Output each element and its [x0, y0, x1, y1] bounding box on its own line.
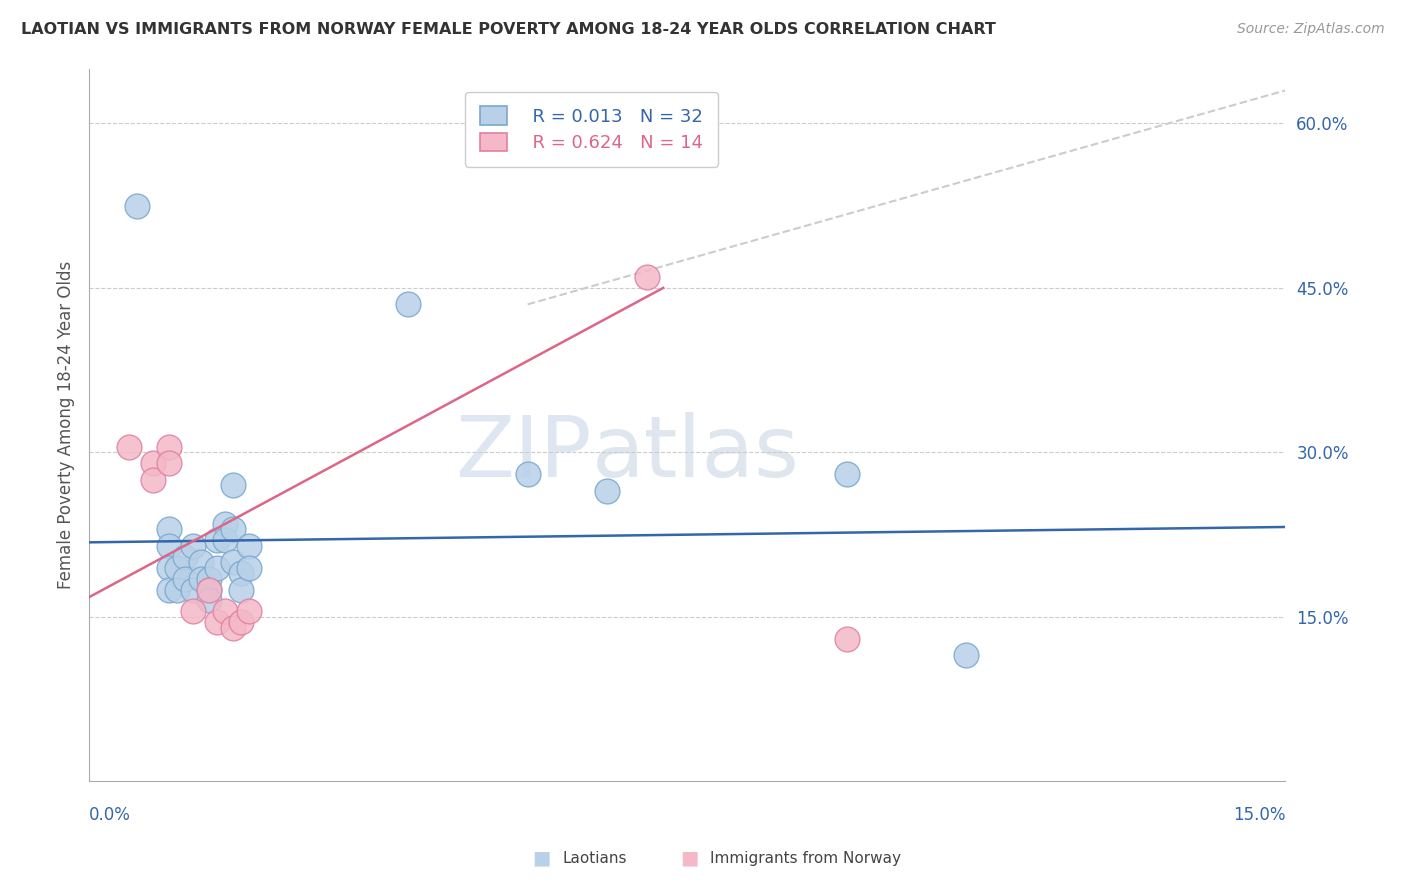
Point — [955, 648, 977, 663]
Point — [157, 456, 180, 470]
Y-axis label: Female Poverty Among 18-24 Year Olds: Female Poverty Among 18-24 Year Olds — [58, 260, 75, 589]
Point — [157, 560, 180, 574]
Point — [229, 615, 252, 630]
Point — [205, 533, 228, 548]
Point — [221, 621, 243, 635]
Point — [238, 539, 260, 553]
Legend:   R = 0.013   N = 32,   R = 0.624   N = 14: R = 0.013 N = 32, R = 0.624 N = 14 — [465, 92, 717, 167]
Text: Source: ZipAtlas.com: Source: ZipAtlas.com — [1237, 22, 1385, 37]
Text: 0.0%: 0.0% — [89, 806, 131, 824]
Point — [142, 456, 165, 470]
Point — [214, 533, 236, 548]
Point — [190, 572, 212, 586]
Point — [157, 440, 180, 454]
Text: ZIP: ZIP — [456, 412, 592, 495]
Point — [238, 604, 260, 618]
Point — [181, 582, 204, 597]
Point — [229, 582, 252, 597]
Point — [166, 560, 188, 574]
Point — [835, 632, 858, 646]
Text: atlas: atlas — [592, 412, 800, 495]
Point — [173, 549, 195, 564]
Point — [190, 555, 212, 569]
Point — [197, 593, 219, 607]
Point — [205, 615, 228, 630]
Text: Laotians: Laotians — [562, 851, 627, 865]
Point — [197, 572, 219, 586]
Point — [173, 572, 195, 586]
Text: ■: ■ — [679, 848, 699, 868]
Text: Immigrants from Norway: Immigrants from Norway — [710, 851, 901, 865]
Text: ■: ■ — [531, 848, 551, 868]
Point — [157, 522, 180, 536]
Point — [214, 604, 236, 618]
Point — [596, 483, 619, 498]
Point — [516, 467, 538, 482]
Point — [166, 582, 188, 597]
Point — [221, 555, 243, 569]
Point — [157, 582, 180, 597]
Point — [181, 604, 204, 618]
Point — [205, 560, 228, 574]
Point — [118, 440, 141, 454]
Point — [181, 539, 204, 553]
Point — [197, 582, 219, 597]
Point — [214, 516, 236, 531]
Point — [157, 539, 180, 553]
Point — [142, 473, 165, 487]
Point — [238, 560, 260, 574]
Point — [197, 582, 219, 597]
Point — [221, 522, 243, 536]
Point — [221, 478, 243, 492]
Text: 15.0%: 15.0% — [1233, 806, 1285, 824]
Point — [229, 566, 252, 580]
Point — [636, 269, 658, 284]
Point — [396, 297, 419, 311]
Point — [125, 199, 148, 213]
Text: LAOTIAN VS IMMIGRANTS FROM NORWAY FEMALE POVERTY AMONG 18-24 YEAR OLDS CORRELATI: LAOTIAN VS IMMIGRANTS FROM NORWAY FEMALE… — [21, 22, 995, 37]
Point — [835, 467, 858, 482]
